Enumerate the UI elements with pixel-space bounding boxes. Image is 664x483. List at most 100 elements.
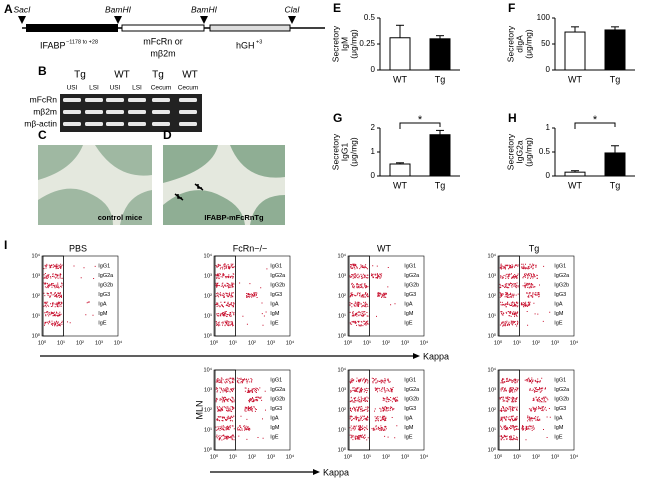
y-tick-label: 10³ (338, 273, 346, 279)
construct (18, 16, 325, 32)
isotype-label: IgM (404, 311, 414, 317)
gel-band (63, 110, 81, 114)
gel-band (128, 110, 146, 114)
isotype-label: IgA (404, 415, 413, 421)
flow-dots (349, 377, 399, 441)
significance-label: * (418, 114, 423, 126)
plot-title: Tg (529, 243, 540, 253)
isotype-label: IgM (554, 311, 564, 317)
isotype-label: IgG2b (98, 282, 113, 288)
segment-label: IFABP (40, 40, 66, 50)
y-tick-label: 10² (204, 407, 212, 413)
significance-bracket (399, 122, 441, 129)
y-tick-label: 10⁴ (32, 252, 41, 259)
plot-title: FcRn−/− (233, 243, 268, 253)
x-tick-label: 10⁴ (420, 339, 429, 346)
flow-dots (43, 263, 96, 327)
promoter-block (26, 24, 118, 32)
panel-letter: A (4, 2, 13, 16)
tissue-c (38, 145, 152, 225)
y-tick-label: 10⁰ (488, 446, 497, 453)
gene-label: mβ-actin (24, 118, 57, 128)
y-tick-label: 0 (371, 65, 376, 74)
segment-label: hGH (236, 40, 255, 50)
y-tick-label: 10³ (204, 273, 212, 279)
segment-label: mβ2m (150, 48, 175, 58)
panel-letter: C (38, 128, 47, 142)
x-tick-label: 10² (248, 454, 256, 460)
y-tick-label: 0 (371, 171, 376, 180)
group-label: WT (182, 70, 198, 81)
panel-letter: E (333, 1, 341, 15)
isotype-label: IgM (270, 425, 280, 431)
gel-band (152, 110, 170, 114)
y-tick-label: 10³ (488, 387, 496, 393)
isotype-label: IgE (270, 434, 279, 440)
y-tick-label: 10³ (204, 387, 212, 393)
isotype-label: IgG3 (554, 292, 566, 298)
isotype-label: IgG2b (404, 282, 419, 288)
isotype-label: IgE (98, 320, 107, 326)
lane-label: USI (67, 85, 78, 92)
isotype-label: IgG3 (270, 406, 282, 412)
x-tick-label: Tg (610, 74, 621, 84)
site-label: BamHI (105, 4, 132, 14)
y-tick-label: 50 (541, 39, 550, 48)
isotype-label: IgG1 (270, 263, 282, 269)
x-axis-label: Kappa (423, 351, 449, 361)
x-tick-label: Tg (610, 180, 621, 190)
y-axis-label: IgG1 (339, 143, 349, 162)
hgh-block (209, 24, 291, 32)
y-tick-label: 10¹ (338, 427, 346, 433)
isotype-label: IgE (404, 434, 413, 440)
x-tick-label: 10² (76, 340, 84, 346)
y-tick-label: 10³ (32, 273, 40, 279)
tissue-shape (38, 145, 152, 225)
y-tick-label: 10³ (488, 273, 496, 279)
gel-band (106, 122, 124, 126)
isotype-label: IgG2a (270, 387, 286, 393)
isotype-label: IgE (270, 320, 279, 326)
gel-band (85, 98, 103, 102)
gate (348, 255, 370, 337)
panel-letter: F (508, 1, 515, 15)
x-tick-label: 10³ (401, 454, 409, 460)
x-tick-label: 10⁴ (570, 339, 579, 346)
y-tick-label: 10⁰ (32, 332, 41, 339)
y-tick-label: 10² (204, 293, 212, 299)
isotype-label: IgA (270, 415, 279, 421)
y-tick-label: 0.25 (359, 39, 375, 48)
isotype-label: IgE (554, 320, 563, 326)
plot-title: PBS (69, 243, 87, 253)
isotype-label: IgG2a (554, 273, 570, 279)
panel-letter: I (4, 238, 7, 252)
gene-label: mFcRn (30, 94, 58, 104)
isotype-label: IgM (404, 425, 414, 431)
y-axis-label: IgM (339, 37, 349, 51)
x-tick-label: 10¹ (513, 340, 521, 346)
arrowhead (413, 353, 420, 359)
isotype-label: IgE (554, 434, 563, 440)
arrow (174, 183, 204, 201)
x-tick-label: 10¹ (229, 454, 237, 460)
x-tick-label: 10¹ (363, 340, 371, 346)
y-tick-label: 10¹ (338, 313, 346, 319)
y-axis-label: Secretory (505, 25, 515, 62)
panel-letter: B (38, 64, 47, 78)
y-axis-label: dIgA (514, 35, 524, 53)
isotype-label: IgM (554, 425, 564, 431)
y-tick-label: 10⁰ (338, 332, 347, 339)
isotype-label: IgG1 (554, 377, 566, 383)
gel-band (179, 98, 197, 102)
segment-sup: −1178 to +28 (66, 39, 98, 45)
significance-bracket (574, 122, 616, 129)
y-axis-label: Secretory (330, 25, 340, 62)
bar (564, 31, 586, 71)
y-tick-label: 10⁰ (204, 332, 213, 339)
isotype-label: IgG1 (270, 377, 282, 383)
y-tick-label: 10² (338, 407, 346, 413)
x-tick-label: 10³ (401, 340, 409, 346)
plot-title: WT (377, 243, 391, 253)
